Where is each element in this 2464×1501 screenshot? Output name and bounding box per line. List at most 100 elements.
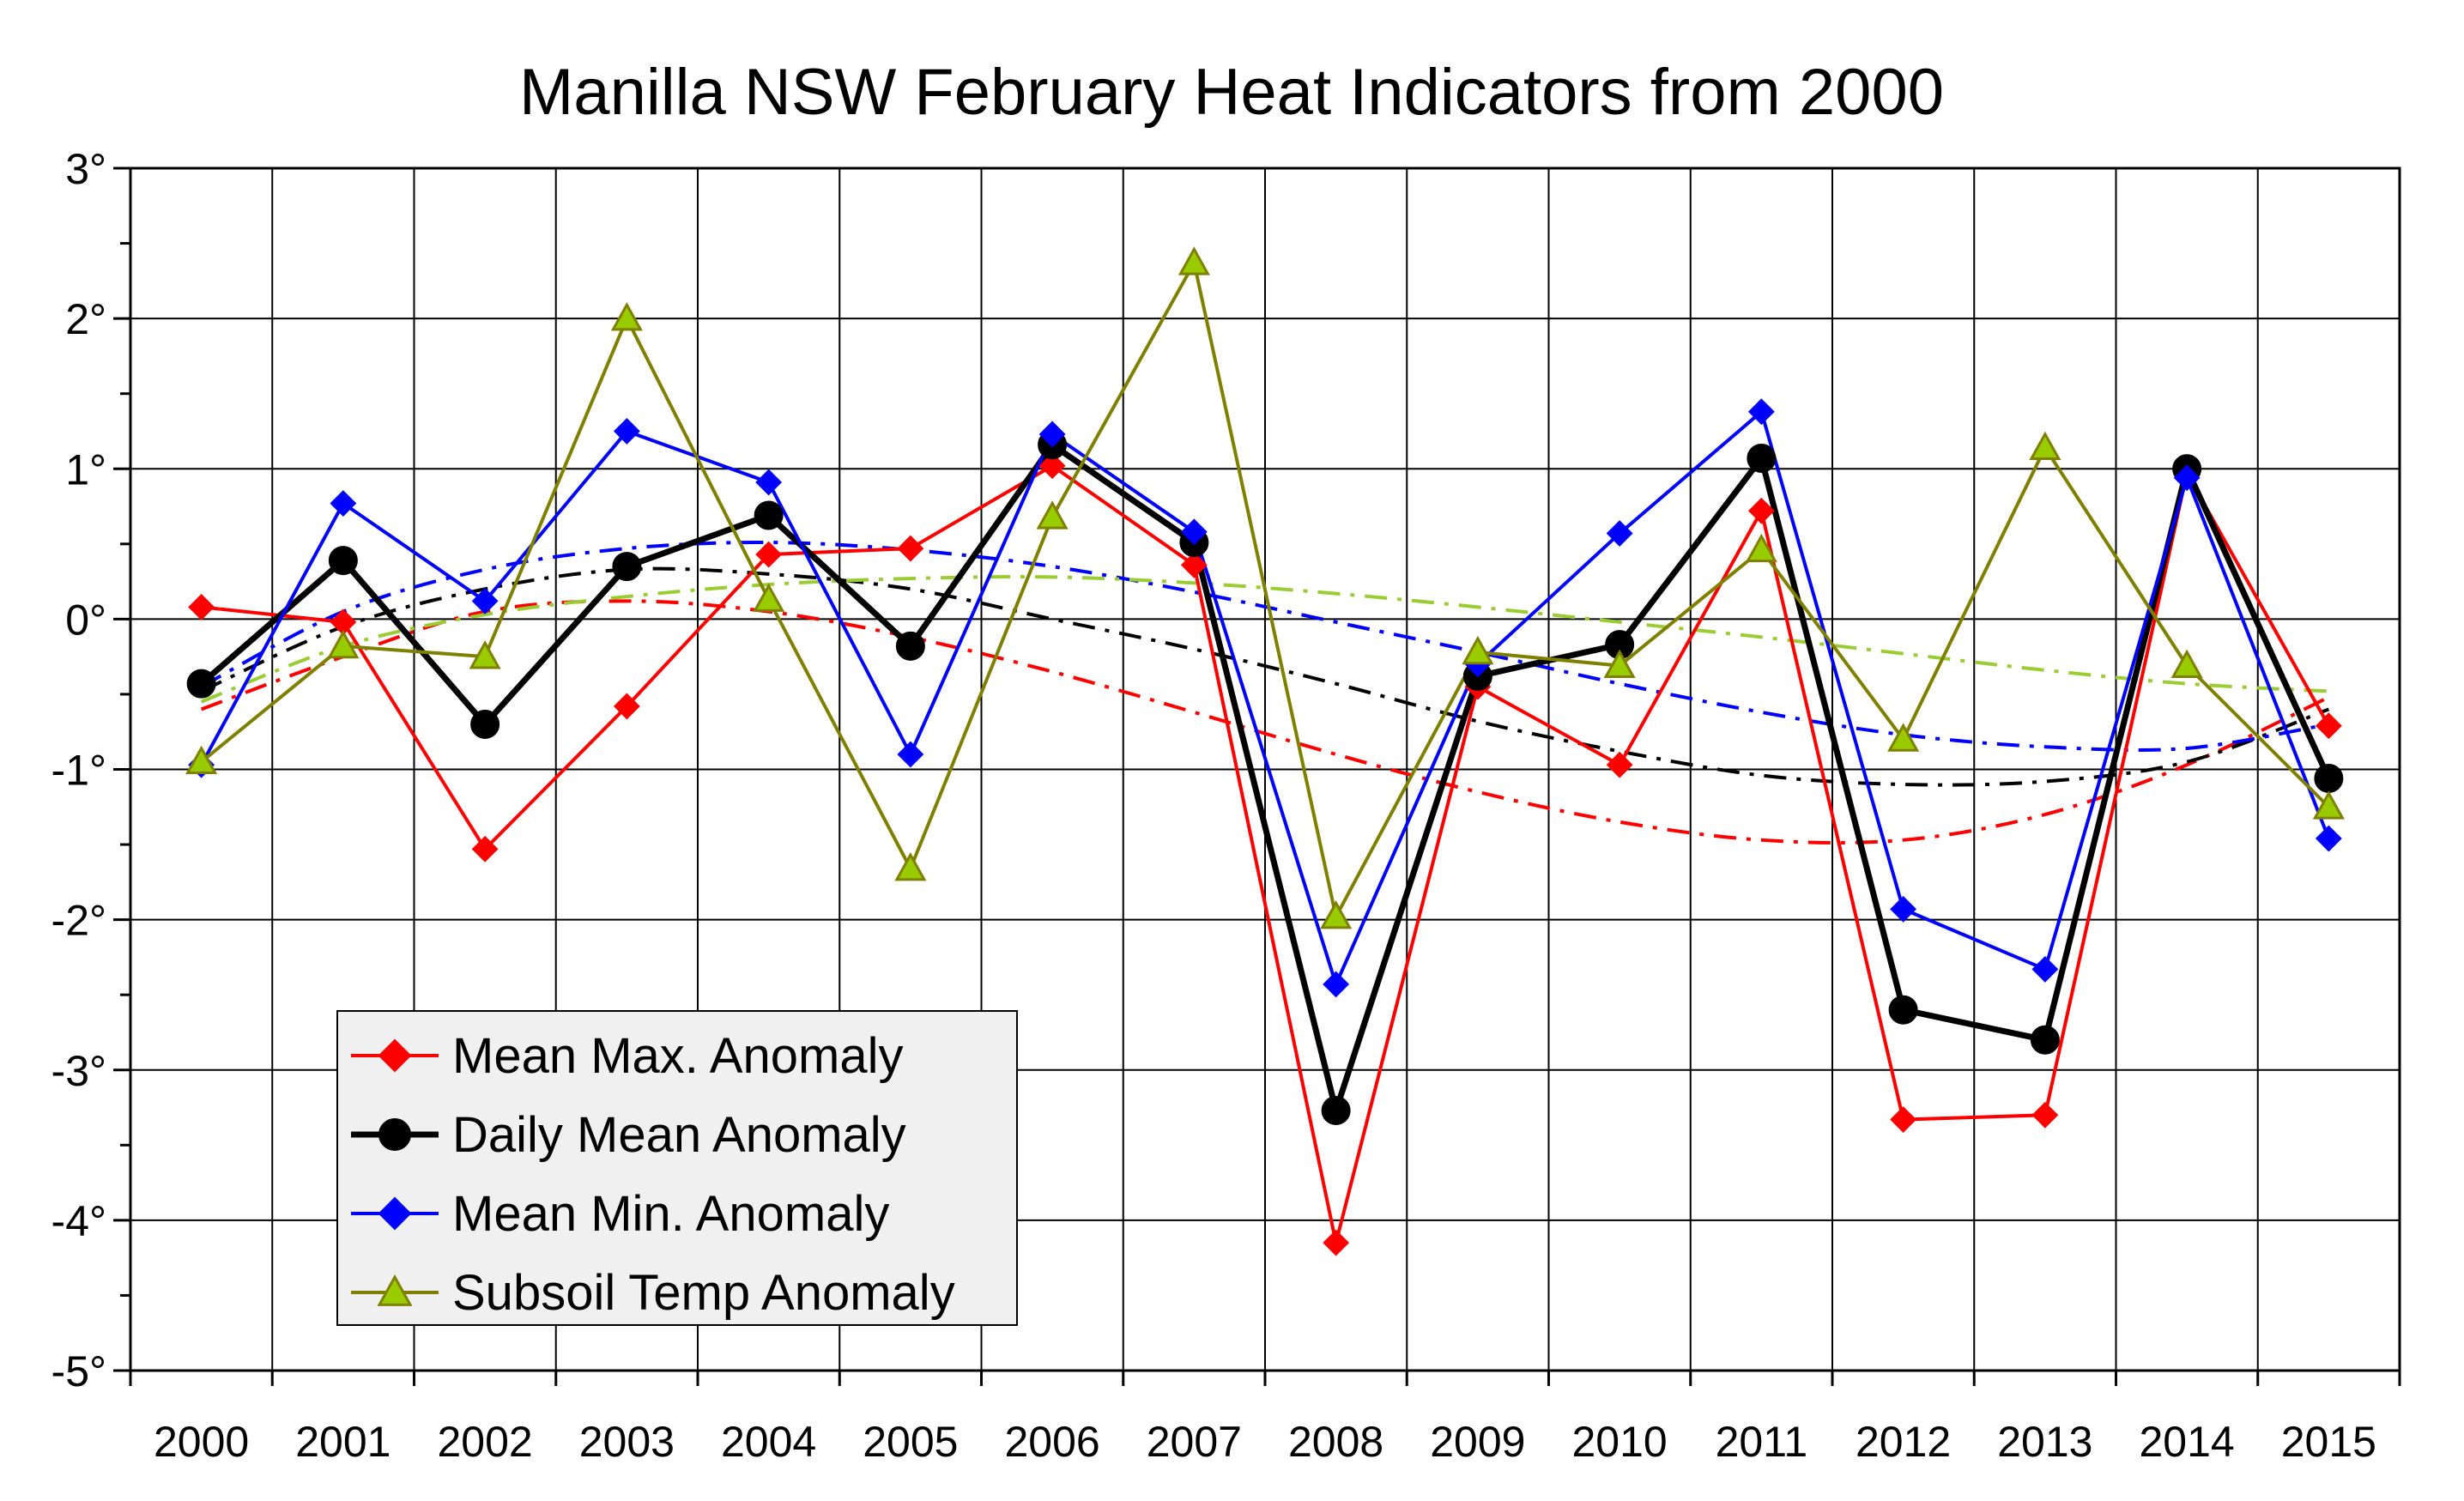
data-point-series-2 xyxy=(186,669,216,699)
data-point-series-2 xyxy=(612,552,642,582)
data-point-series-1 xyxy=(613,693,640,720)
data-point-series-2 xyxy=(470,709,500,739)
y-tick-label: -4° xyxy=(51,1197,106,1245)
x-tick-label: 2014 xyxy=(2140,1418,2235,1466)
data-point-series-3 xyxy=(471,587,499,614)
data-point-series-4 xyxy=(1603,649,1636,678)
x-tick-label: 2001 xyxy=(295,1418,390,1466)
x-tick-label: 2005 xyxy=(863,1418,958,1466)
legend-marker-series-4 xyxy=(377,1274,413,1306)
data-point-series-1 xyxy=(188,593,215,620)
trend-line-series-3 xyxy=(200,541,2329,753)
axes: 3° 2° 1° 0° -1° -2° -3° -4° -5° 2000 2001 2002 2003 2… xyxy=(51,145,2401,1466)
data-point-series-4 xyxy=(2170,649,2203,678)
data-point-series-3 xyxy=(1747,398,1775,426)
data-point-series-1 xyxy=(1890,1106,1917,1133)
data-point-series-4 xyxy=(1036,500,1069,530)
data-point-series-1 xyxy=(1180,551,1208,578)
y-tick-label: 1° xyxy=(65,445,106,493)
y-tick-label: -3° xyxy=(51,1047,106,1095)
data-point-series-3 xyxy=(2031,956,2059,983)
data-point-series-3 xyxy=(613,418,640,445)
data-point-series-3 xyxy=(897,741,924,768)
x-tick-label: 2011 xyxy=(1716,1418,1808,1466)
data-point-series-2 xyxy=(1888,995,1918,1025)
data-point-series-3 xyxy=(2315,825,2342,852)
data-point-series-2 xyxy=(2314,764,2344,794)
data-point-series-4 xyxy=(185,745,218,775)
trend-line-series-1 xyxy=(200,599,2330,845)
data-point-series-4 xyxy=(327,629,360,659)
trend-line-series-4 xyxy=(200,575,2329,704)
trend-lines xyxy=(200,541,2330,845)
data-point-series-1 xyxy=(1323,1229,1350,1256)
y-tick-label: -5° xyxy=(51,1347,106,1395)
trend-line-series-2 xyxy=(200,566,2330,787)
data-point-series-3 xyxy=(755,469,783,496)
y-tick-label: 3° xyxy=(65,145,106,193)
y-tick-label: -1° xyxy=(51,747,106,795)
legend-label-series-2: Daily Mean Anomaly xyxy=(452,1107,906,1163)
data-point-series-2 xyxy=(1747,443,1777,473)
data-point-series-4 xyxy=(753,583,785,612)
x-tick-label: 2013 xyxy=(1997,1418,2092,1466)
data-point-series-2 xyxy=(2030,1025,2060,1055)
data-point-series-4 xyxy=(610,302,643,331)
data-point-series-4 xyxy=(1745,533,1777,563)
series-line-3 xyxy=(199,409,2331,990)
y-tick-label: 0° xyxy=(65,596,106,644)
series-line-1 xyxy=(201,463,2331,1244)
y-tick-label: -2° xyxy=(51,897,106,945)
data-point-series-2 xyxy=(754,500,784,530)
data-point-series-4 xyxy=(2029,431,2061,461)
series-line-4 xyxy=(200,257,2330,922)
data-point-series-3 xyxy=(1323,971,1350,998)
series-lines xyxy=(199,257,2332,1244)
legend-label-series-4: Subsoil Temp Anomaly xyxy=(452,1265,955,1321)
series-line-2 xyxy=(199,440,2332,1122)
data-point-series-1 xyxy=(1747,497,1775,524)
data-point-series-3 xyxy=(330,490,357,517)
x-tick-label: 2000 xyxy=(154,1418,249,1466)
data-point-series-4 xyxy=(2312,790,2345,820)
x-tick-label: 2002 xyxy=(438,1418,533,1466)
legend-box xyxy=(336,1010,1018,1326)
data-point-series-1 xyxy=(897,535,924,562)
x-tick-label: 2009 xyxy=(1430,1418,1525,1466)
data-point-series-4 xyxy=(1178,246,1210,275)
legend-marker-series-3 xyxy=(378,1196,412,1231)
data-point-series-4 xyxy=(1887,723,1920,752)
chart-title: Manilla NSW February Heat Indicators fro… xyxy=(519,56,1944,129)
data-point-series-3 xyxy=(1180,518,1208,546)
data-point-series-2 xyxy=(1321,1096,1351,1126)
x-tick-label: 2015 xyxy=(2281,1418,2376,1466)
data-point-series-4 xyxy=(1462,635,1494,665)
data-point-series-3 xyxy=(1890,895,1917,923)
data-point-series-1 xyxy=(1606,751,1633,778)
legend-marker-series-1 xyxy=(378,1038,412,1073)
x-tick-label: 2012 xyxy=(1856,1418,1951,1466)
series-markers xyxy=(185,246,2345,1256)
data-point-series-1 xyxy=(2315,712,2342,740)
data-point-series-1 xyxy=(1038,452,1066,480)
x-tick-label: 2008 xyxy=(1288,1418,1383,1466)
legend-label-series-3: Mean Min. Anomaly xyxy=(452,1186,889,1242)
legend: Mean Max. Anomaly Daily Mean Anomaly Mean … xyxy=(336,1010,1018,1326)
data-point-series-1 xyxy=(755,541,783,568)
data-point-series-4 xyxy=(894,851,927,881)
x-tick-label: 2006 xyxy=(1005,1418,1100,1466)
data-point-series-3 xyxy=(1606,520,1633,547)
x-tick-label: 2007 xyxy=(1147,1418,1242,1466)
x-tick-label: 2010 xyxy=(1572,1418,1668,1466)
data-point-series-2 xyxy=(895,631,925,661)
x-tick-label: 2004 xyxy=(721,1418,816,1466)
x-tick-label: 2003 xyxy=(579,1418,675,1466)
data-point-series-4 xyxy=(1320,900,1353,929)
data-point-series-4 xyxy=(469,640,501,669)
data-point-series-3 xyxy=(1038,421,1066,448)
data-point-series-2 xyxy=(328,546,358,576)
data-point-series-1 xyxy=(2031,1101,2059,1129)
data-point-series-3 xyxy=(2173,464,2201,492)
